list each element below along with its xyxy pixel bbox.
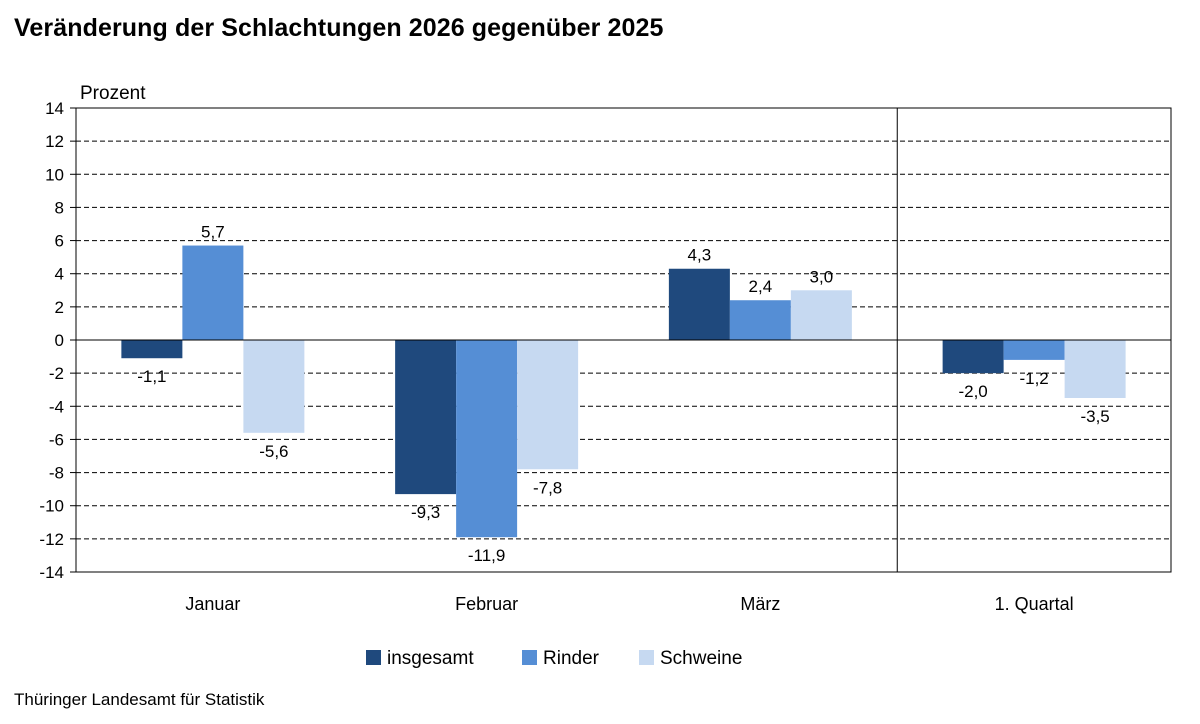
data-label: -3,5 — [1080, 407, 1109, 426]
x-category-label: Februar — [455, 594, 518, 614]
legend-swatch-rinder — [522, 650, 537, 665]
data-label: -1,1 — [137, 367, 166, 386]
x-category-label: Januar — [185, 594, 240, 614]
bar-rinder — [182, 245, 244, 340]
bar-rinder — [729, 300, 791, 340]
data-label: 4,3 — [688, 246, 712, 265]
bar-insgesamt — [121, 340, 183, 359]
data-label: -9,3 — [411, 503, 440, 522]
legend-label-insgesamt: insgesamt — [387, 648, 474, 669]
bar-schweine — [243, 340, 305, 433]
y-tick-label: 14 — [45, 99, 64, 118]
bar-insgesamt — [395, 340, 457, 495]
bar-schweine — [517, 340, 579, 470]
y-tick-label: -14 — [39, 563, 64, 582]
data-label: -1,2 — [1019, 369, 1048, 388]
y-tick-label: 0 — [55, 331, 64, 350]
legend-swatch-insgesamt — [366, 650, 381, 665]
legend-label-schweine: Schweine — [660, 648, 742, 669]
y-axis-label: Prozent — [80, 83, 146, 104]
bar-rinder — [1003, 340, 1065, 360]
y-tick-label: 2 — [55, 298, 64, 317]
y-tick-label: 8 — [55, 198, 64, 217]
plot-frame — [75, 107, 1172, 573]
y-tick-label: 4 — [55, 265, 64, 284]
bar-insgesamt — [942, 340, 1004, 374]
y-tick-label: -4 — [49, 397, 64, 416]
legend-swatch-schweine — [639, 650, 654, 665]
data-label: -11,9 — [468, 546, 506, 565]
data-label: -2,0 — [958, 382, 987, 401]
data-label: -5,6 — [259, 442, 288, 461]
legend-label-rinder: Rinder — [543, 648, 600, 669]
y-tick-label: -10 — [39, 497, 64, 516]
data-label: 3,0 — [810, 267, 834, 286]
data-label: 5,7 — [201, 223, 225, 242]
y-tick-label: 12 — [45, 132, 64, 151]
y-tick-label: -12 — [39, 530, 64, 549]
bar-schweine — [790, 290, 852, 340]
data-label: 2,4 — [749, 277, 773, 296]
x-category-label: März — [740, 594, 780, 614]
y-tick-label: 10 — [45, 165, 64, 184]
x-category-label: 1. Quartal — [995, 594, 1074, 614]
data-label: -7,8 — [533, 478, 562, 497]
y-tick-label: -8 — [49, 464, 64, 483]
y-tick-label: -6 — [49, 430, 64, 449]
bar-insgesamt — [668, 268, 730, 340]
chart-title: Veränderung der Schlachtungen 2026 gegen… — [14, 14, 664, 42]
y-tick-label: -2 — [49, 364, 64, 383]
bar-rinder — [456, 340, 518, 538]
source-note: Thüringer Landesamt für Statistik — [14, 690, 265, 709]
bar-schweine — [1064, 340, 1126, 398]
y-tick-label: 6 — [55, 232, 64, 251]
